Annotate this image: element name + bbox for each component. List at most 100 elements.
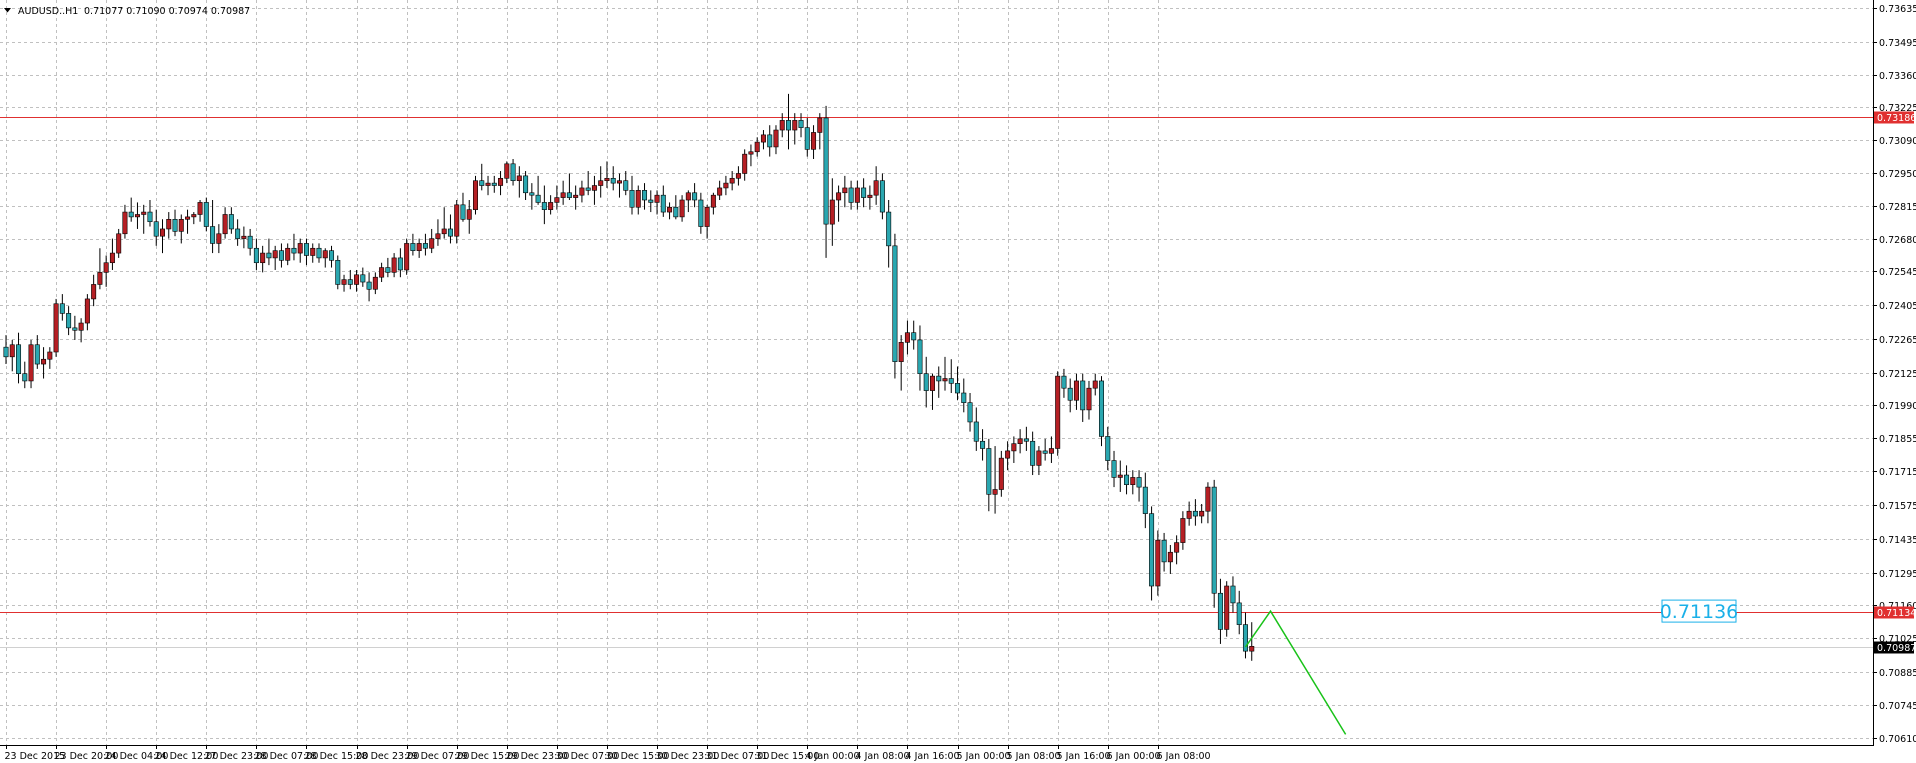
- candle-body: [742, 153, 748, 174]
- time-tick-label: 5 Jan 00:00: [957, 751, 1011, 762]
- level-tag: [1874, 111, 1914, 124]
- candle-body: [53, 303, 59, 353]
- candle: [1023, 426, 1029, 451]
- candle: [1005, 441, 1011, 471]
- candle: [585, 171, 591, 196]
- candle: [579, 180, 585, 203]
- candle-body: [1080, 380, 1086, 411]
- candle-body: [34, 344, 40, 365]
- price-callout[interactable]: 0.71136: [1660, 599, 1739, 623]
- candle: [297, 238, 303, 263]
- candle-body: [929, 375, 935, 391]
- time-tick-label: 28 Dec 07:00: [255, 751, 319, 762]
- candle-body: [91, 284, 97, 300]
- candle: [247, 228, 253, 256]
- candle-body: [642, 190, 648, 201]
- candle: [222, 207, 228, 239]
- candle: [485, 175, 491, 196]
- candle: [754, 137, 760, 157]
- candle-body: [422, 243, 428, 249]
- candle: [623, 171, 629, 196]
- candle: [278, 243, 284, 268]
- candle-body: [216, 233, 222, 244]
- candle-body: [867, 194, 873, 198]
- candle: [147, 200, 153, 227]
- candle: [191, 212, 197, 225]
- candle: [604, 161, 610, 188]
- candle: [416, 238, 422, 258]
- candle-body: [416, 243, 422, 251]
- candle-body: [673, 206, 679, 218]
- candle: [1161, 532, 1167, 572]
- candle: [854, 180, 860, 210]
- candle: [1073, 373, 1079, 410]
- candle-body: [329, 250, 335, 261]
- candle: [379, 262, 385, 283]
- candle-body: [178, 219, 184, 232]
- trend-polyline: [1244, 609, 1347, 735]
- candle: [66, 306, 72, 336]
- candle-body: [460, 204, 466, 220]
- candle-body: [1011, 443, 1017, 452]
- time-tick-label: 4 Jan 00:00: [806, 751, 860, 762]
- candle-body: [109, 252, 115, 264]
- candle-body: [535, 194, 541, 203]
- candle-body: [9, 344, 15, 358]
- candle: [454, 200, 460, 244]
- candle-body: [272, 250, 278, 259]
- candle: [391, 253, 397, 278]
- candle: [429, 228, 435, 254]
- candle-body: [466, 209, 472, 220]
- time-tick-label: 28 Dec 15:00: [305, 751, 369, 762]
- candle-body: [397, 257, 403, 271]
- candle: [717, 180, 723, 201]
- time-tick-label: 24 Dec 12:00: [155, 751, 219, 762]
- candle-body: [792, 120, 798, 131]
- candle-body: [610, 177, 616, 184]
- candle-body: [510, 163, 516, 182]
- candle: [197, 200, 203, 222]
- price-tick-label: 0.72265: [1879, 335, 1916, 346]
- candle-body: [441, 228, 447, 235]
- candle-body: [566, 192, 572, 198]
- candle: [654, 190, 660, 215]
- candle: [804, 117, 810, 157]
- candle-body: [303, 243, 309, 256]
- candle: [166, 212, 172, 239]
- price-tick-label: 0.70610: [1879, 734, 1916, 745]
- candle: [748, 144, 754, 167]
- candle: [1205, 482, 1211, 524]
- candle-body: [529, 192, 535, 196]
- candle-body: [973, 421, 979, 442]
- candle: [291, 233, 297, 261]
- candle-body: [573, 194, 579, 198]
- candle: [28, 339, 34, 389]
- level-tag: [1874, 606, 1914, 619]
- candle-body: [648, 199, 654, 203]
- candle-body: [472, 180, 478, 210]
- candle: [472, 175, 478, 215]
- price-tick-label: 0.71435: [1879, 535, 1916, 546]
- price-tick-label: 0.70745: [1879, 701, 1916, 712]
- candle-body: [247, 235, 253, 249]
- candle: [873, 166, 879, 205]
- candle-body: [961, 392, 967, 403]
- candle: [560, 180, 566, 205]
- candle: [172, 209, 178, 237]
- candle-body: [723, 182, 729, 189]
- price-tick-label: 0.70885: [1879, 668, 1916, 679]
- candle-body: [710, 194, 716, 208]
- candle: [823, 105, 829, 258]
- candle-body: [222, 214, 228, 235]
- collapse-arrow-icon[interactable]: [4, 8, 11, 13]
- candle-body: [1149, 513, 1155, 587]
- candle: [1224, 581, 1230, 637]
- candle-body: [992, 489, 998, 495]
- candle-body: [560, 192, 566, 198]
- candle-body: [1161, 539, 1167, 563]
- candle: [109, 238, 115, 270]
- candle-body: [1142, 486, 1148, 514]
- trend-line[interactable]: [1244, 609, 1347, 735]
- candle: [1149, 506, 1155, 601]
